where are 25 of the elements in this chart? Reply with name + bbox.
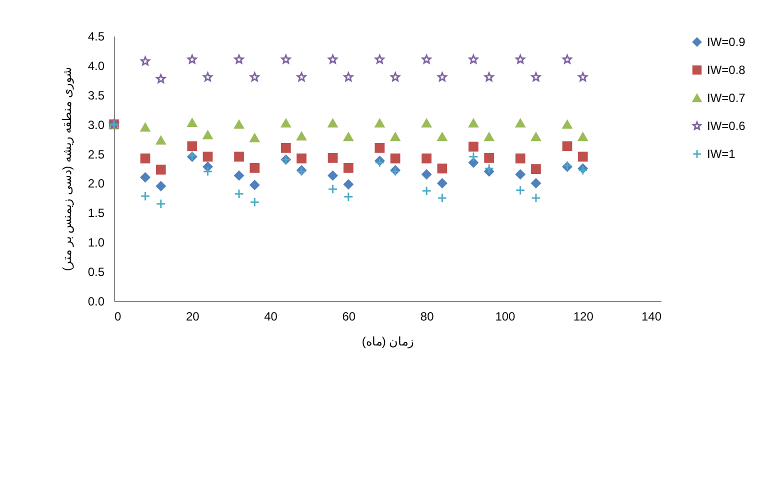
y-tick-label: 2.5 <box>88 147 105 162</box>
y-tick-label: 1.5 <box>88 206 105 220</box>
y-tick-label: 2.0 <box>88 176 105 191</box>
x-tick-label: 60 <box>342 310 356 324</box>
x-tick-label: 120 <box>573 310 594 324</box>
x-tick-label: 80 <box>420 310 434 324</box>
legend-label: IW=1 <box>707 147 736 161</box>
y-tick-label: 0.0 <box>88 294 105 308</box>
x-tick-label: 100 <box>495 310 516 324</box>
y-tick-label: 4.5 <box>88 30 105 44</box>
x-tick-label: 20 <box>186 310 200 324</box>
legend-label: IW=0.7 <box>707 91 746 105</box>
y-tick-label: 1.0 <box>88 236 105 250</box>
legend-label: IW=0.9 <box>707 35 746 49</box>
y-tick-label: 3.0 <box>88 118 105 132</box>
legend-label: IW=0.6 <box>707 119 746 133</box>
legend-label: IW=0.8 <box>707 63 746 77</box>
y-axis-title: شوری منطقه ریشه (دسی زیمنس بر متر) <box>60 67 74 271</box>
y-tick-label: 4.0 <box>88 58 105 73</box>
x-tick-label: 0 <box>114 310 122 324</box>
x-tick-label: 140 <box>641 310 662 324</box>
y-tick-label: 3.5 <box>88 88 105 102</box>
x-tick-label: 40 <box>264 310 278 324</box>
y-tick-label: 0.5 <box>88 265 105 280</box>
x-axis-title: زمان (ماه) <box>362 334 414 348</box>
